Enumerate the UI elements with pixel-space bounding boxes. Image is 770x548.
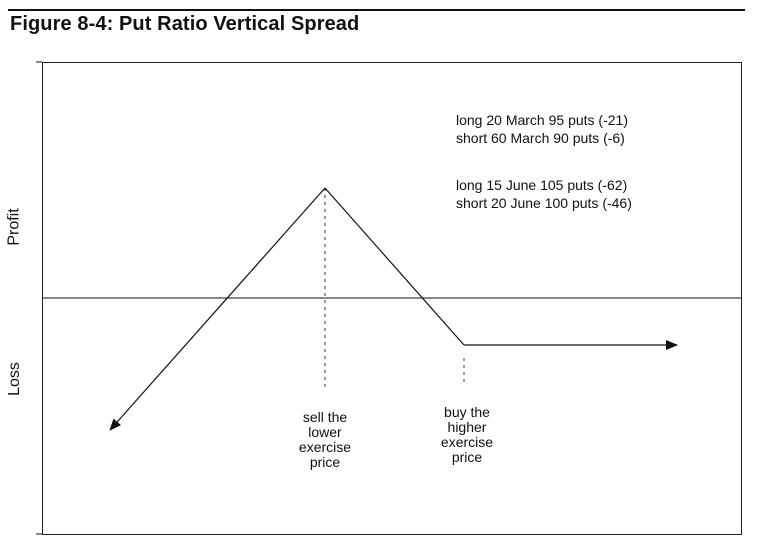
annotation-line: price xyxy=(309,454,341,470)
higher-strike-annotation: buy the higher exercise price xyxy=(427,405,507,465)
legend-line-1: long 20 March 95 puts (-21) xyxy=(456,112,628,128)
lower-strike-annotation: sell the lower exercise price xyxy=(285,410,365,470)
annotation-line: sell the xyxy=(302,409,348,425)
payoff-descending-line xyxy=(324,187,465,346)
annotation-line: lower xyxy=(308,424,342,440)
loss-arrow-line xyxy=(109,187,326,431)
loss-axis-label: Loss xyxy=(5,362,23,396)
figure-title: Figure 8-4: Put Ratio Vertical Spread xyxy=(10,13,360,35)
annotation-line: price xyxy=(451,449,483,465)
legend-line-3: long 15 June 105 puts (-62) xyxy=(456,177,628,193)
title-rule xyxy=(8,9,745,11)
annotation-line: exercise xyxy=(298,439,352,455)
legend-line-4: short 20 June 100 puts (-46) xyxy=(456,195,632,211)
annotation-line: exercise xyxy=(440,434,494,450)
annotation-line: higher xyxy=(447,419,487,435)
profit-axis-label: Profit xyxy=(5,208,23,246)
legend-line-2: short 60 March 90 puts (-6) xyxy=(456,130,625,146)
annotation-line: buy the xyxy=(444,404,490,420)
